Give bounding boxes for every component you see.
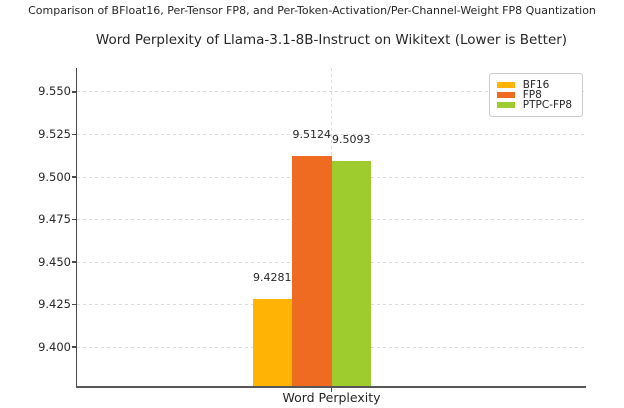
y-tick-mark xyxy=(72,176,76,178)
legend-items: BF16 FP8 PTPC-FP8 xyxy=(496,78,572,111)
y-tick-label: 9.475 xyxy=(38,212,71,227)
legend: BF16 FP8 PTPC-FP8 xyxy=(488,73,583,117)
y-tick-label: 9.550 xyxy=(38,84,71,99)
figure-suptitle: Comparison of BFloat16, Per-Tensor FP8, … xyxy=(28,4,596,17)
bar-value-label-bf16: 9.4281 xyxy=(253,271,292,285)
plot-area: 9.4281 9.5124 9.5093 9.400 9.425 9.450 9.475 9… xyxy=(38,68,586,392)
legend-label: FP8 xyxy=(522,88,542,101)
y-tick-mark xyxy=(72,261,76,263)
legend-label: BF16 xyxy=(522,78,550,91)
y-tick-label: 9.425 xyxy=(38,297,71,312)
legend-label: PTPC-FP8 xyxy=(522,98,572,111)
y-tick-mark xyxy=(72,218,76,221)
y-tick-mark xyxy=(72,91,76,93)
bar-ptpc-fp8 xyxy=(331,161,371,386)
y-tick-mark xyxy=(72,346,76,348)
y-axis-spine xyxy=(76,68,77,386)
bar-value-label-fp8: 9.5124 xyxy=(292,127,332,141)
legend-entry-bf16: BF16 xyxy=(496,78,572,91)
chart-title: Word Perplexity of Llama-3.1-8B-Instruct… xyxy=(95,32,568,48)
bar-bf16 xyxy=(252,299,292,386)
y-tick-label: 9.400 xyxy=(38,339,71,354)
x-axis-spine xyxy=(76,386,586,388)
x-axis-label: Word Perplexity xyxy=(282,390,381,405)
y-tick-label: 9.450 xyxy=(38,254,71,269)
legend-entry-ptpc-fp8: PTPC-FP8 xyxy=(496,98,572,111)
y-tick-mark xyxy=(72,303,76,306)
y-tick-mark xyxy=(72,133,76,136)
y-tick-label: 9.500 xyxy=(38,169,71,184)
y-tick-label: 9.525 xyxy=(38,126,71,141)
legend-swatch-bf16 xyxy=(496,82,515,88)
x-tick-mark xyxy=(330,388,333,392)
legend-swatch-fp8 xyxy=(496,92,515,98)
bar-fp8 xyxy=(292,155,332,386)
legend-entry-fp8: FP8 xyxy=(496,88,572,101)
bar-value-label-ptpc-fp8: 9.5093 xyxy=(332,133,371,147)
legend-swatch-ptpc-fp8 xyxy=(496,102,515,108)
